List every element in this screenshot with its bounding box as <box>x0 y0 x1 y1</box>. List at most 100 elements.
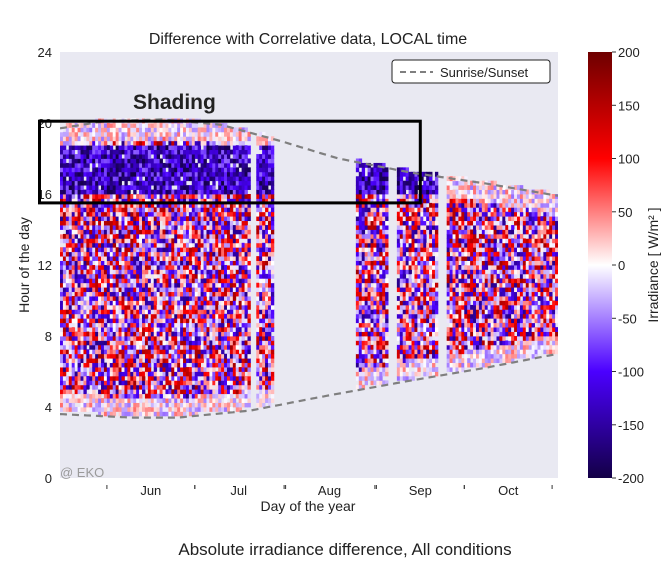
heatmap-cell <box>144 185 149 190</box>
heatmap-cell <box>142 313 146 319</box>
heatmap-cell <box>226 185 231 190</box>
heatmap-cell <box>218 247 222 253</box>
heatmap-cell <box>244 398 248 403</box>
heatmap-cell <box>200 318 204 324</box>
heatmap-cell <box>226 260 231 266</box>
heatmap-cell <box>74 167 78 173</box>
heatmap-cell <box>191 282 196 288</box>
heatmap-cell <box>194 331 199 337</box>
heatmap-cell <box>206 256 210 261</box>
heatmap-cell <box>183 242 187 248</box>
heatmap-cell <box>229 291 234 297</box>
heatmap-cell <box>136 278 140 284</box>
heatmap-cell <box>144 304 149 310</box>
heatmap-cell <box>218 358 222 364</box>
heatmap-cell <box>262 291 266 297</box>
heatmap-cell <box>367 251 371 257</box>
heatmap-cell <box>159 304 163 310</box>
heatmap-cell <box>95 251 99 257</box>
heatmap-cell <box>159 269 163 275</box>
heatmap-cell <box>215 154 219 159</box>
heatmap-cell <box>60 220 64 226</box>
heatmap-cell <box>103 220 108 226</box>
heatmap-cell <box>226 287 231 293</box>
heatmap-cell <box>60 265 64 270</box>
heatmap-cell <box>262 220 266 226</box>
heatmap-cell <box>109 411 114 417</box>
heatmap-cell <box>95 242 99 248</box>
heatmap-cell <box>98 358 102 364</box>
heatmap-cell <box>121 185 125 190</box>
heatmap-cell <box>209 238 213 244</box>
heatmap-cell <box>224 327 228 332</box>
heatmap-cell <box>215 309 219 315</box>
heatmap-cell <box>118 340 122 346</box>
heatmap-cell <box>101 375 105 381</box>
heatmap-cell <box>71 229 76 235</box>
heatmap-cell <box>118 198 122 204</box>
heatmap-cell <box>226 158 231 164</box>
heatmap-cell <box>142 375 146 381</box>
heatmap-cell <box>361 162 366 168</box>
heatmap-cell <box>200 331 204 337</box>
heatmap-cell <box>124 296 128 301</box>
heatmap-cell <box>92 242 96 248</box>
heatmap-cell <box>121 149 125 155</box>
heatmap-cell <box>156 260 160 266</box>
heatmap-cell <box>259 380 263 386</box>
heatmap-cell <box>194 273 199 279</box>
heatmap-cell <box>218 145 222 151</box>
heatmap-cell <box>367 353 371 359</box>
heatmap-cell <box>106 189 111 195</box>
heatmap-cell <box>370 233 374 239</box>
heatmap-cell <box>83 353 87 359</box>
heatmap-cell <box>385 176 389 182</box>
heatmap-cell <box>259 256 263 261</box>
heatmap-cell <box>221 251 225 257</box>
heatmap-cell <box>215 158 219 164</box>
heatmap-cell <box>86 291 90 297</box>
heatmap-cell <box>382 171 386 177</box>
heatmap-cell <box>191 238 196 244</box>
heatmap-cell <box>185 389 190 395</box>
heatmap-cell <box>367 313 371 319</box>
heatmap-cell <box>364 207 368 213</box>
heatmap-cell <box>262 393 266 399</box>
heatmap-cell <box>212 154 216 159</box>
heatmap-cell <box>77 180 81 186</box>
heatmap-cell <box>112 123 117 128</box>
heatmap-cell <box>241 136 245 142</box>
heatmap-cell <box>259 349 263 355</box>
heatmap-cell <box>185 247 190 253</box>
heatmap-cell <box>156 167 160 173</box>
heatmap-cell <box>221 162 225 168</box>
heatmap-cell <box>71 375 76 381</box>
heatmap-cell <box>139 411 143 417</box>
heatmap-cell <box>396 216 401 222</box>
heatmap-cell <box>185 225 190 230</box>
heatmap-cell <box>265 318 269 324</box>
heatmap-cell <box>376 171 380 177</box>
heatmap-cell <box>188 127 193 133</box>
heatmap-cell <box>226 220 231 226</box>
heatmap-cell <box>121 167 125 173</box>
heatmap-cell <box>86 211 90 217</box>
heatmap-cell <box>247 367 251 372</box>
heatmap-cell <box>118 411 122 417</box>
heatmap-cell <box>259 296 263 301</box>
heatmap-cell <box>226 189 231 195</box>
heatmap-cell <box>212 296 216 301</box>
heatmap-cell <box>361 313 366 319</box>
heatmap-cell <box>194 300 199 306</box>
heatmap-cell <box>80 327 84 332</box>
heatmap-cell <box>156 371 160 377</box>
heatmap-cell <box>364 287 368 293</box>
heatmap-cell <box>103 251 108 257</box>
heatmap-cell <box>212 287 216 293</box>
heatmap-cell <box>62 140 67 146</box>
heatmap-cell <box>89 313 93 319</box>
heatmap-cell <box>118 322 122 328</box>
heatmap-cell <box>77 202 81 208</box>
heatmap-cell <box>221 304 225 310</box>
heatmap-cell <box>215 398 219 403</box>
